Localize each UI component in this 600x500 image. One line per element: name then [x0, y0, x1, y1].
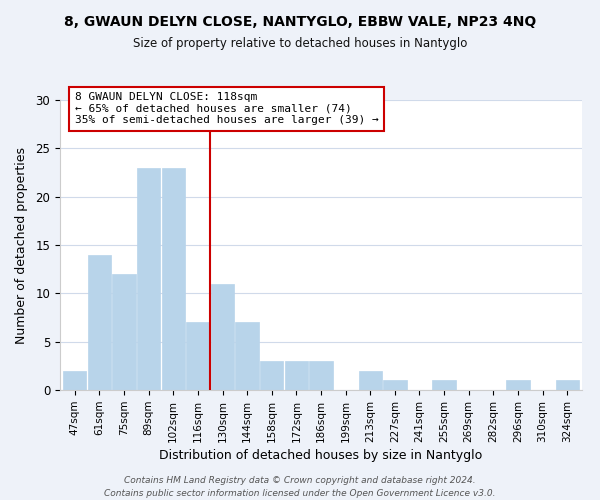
Y-axis label: Number of detached properties: Number of detached properties — [16, 146, 28, 344]
Bar — [383, 380, 407, 390]
Bar — [506, 380, 530, 390]
Bar — [211, 284, 234, 390]
Text: Size of property relative to detached houses in Nantyglo: Size of property relative to detached ho… — [133, 38, 467, 51]
Text: 8 GWAUN DELYN CLOSE: 118sqm
← 65% of detached houses are smaller (74)
35% of sem: 8 GWAUN DELYN CLOSE: 118sqm ← 65% of det… — [75, 92, 379, 126]
Bar — [88, 254, 111, 390]
Bar — [161, 168, 185, 390]
Bar — [433, 380, 456, 390]
Bar — [186, 322, 209, 390]
Bar — [260, 361, 283, 390]
Bar — [137, 168, 160, 390]
X-axis label: Distribution of detached houses by size in Nantyglo: Distribution of detached houses by size … — [160, 449, 482, 462]
Bar — [112, 274, 136, 390]
Bar — [310, 361, 332, 390]
Text: Contains public sector information licensed under the Open Government Licence v3: Contains public sector information licen… — [104, 489, 496, 498]
Text: 8, GWAUN DELYN CLOSE, NANTYGLO, EBBW VALE, NP23 4NQ: 8, GWAUN DELYN CLOSE, NANTYGLO, EBBW VAL… — [64, 15, 536, 29]
Bar — [556, 380, 579, 390]
Bar — [235, 322, 259, 390]
Text: Contains HM Land Registry data © Crown copyright and database right 2024.: Contains HM Land Registry data © Crown c… — [124, 476, 476, 485]
Bar — [284, 361, 308, 390]
Bar — [359, 370, 382, 390]
Bar — [63, 370, 86, 390]
